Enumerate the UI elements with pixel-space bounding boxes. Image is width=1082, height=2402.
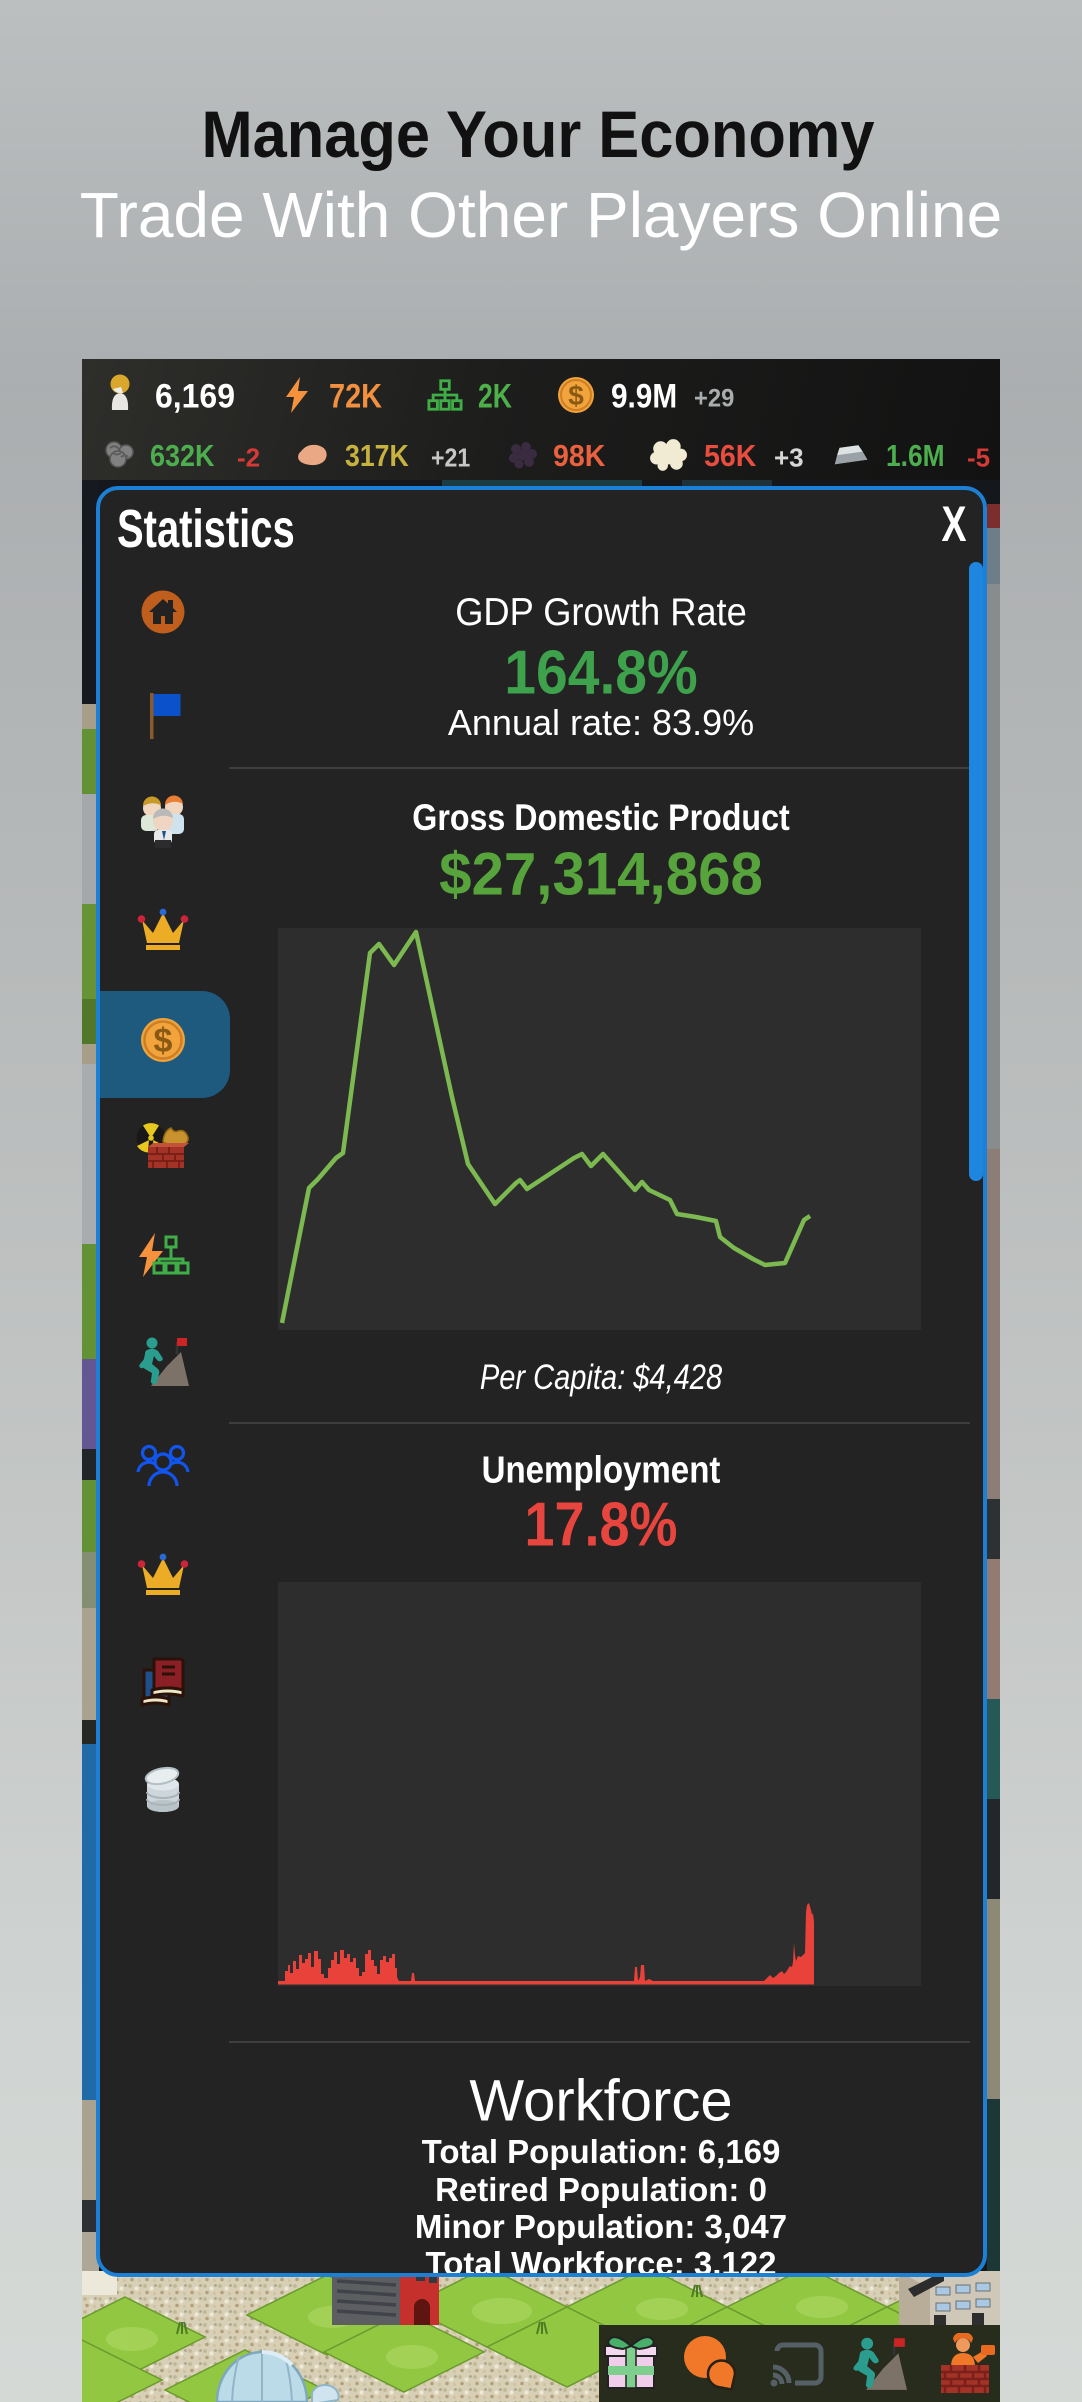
svg-text:$: $ bbox=[568, 380, 584, 411]
svg-text:$: $ bbox=[154, 1022, 173, 1060]
